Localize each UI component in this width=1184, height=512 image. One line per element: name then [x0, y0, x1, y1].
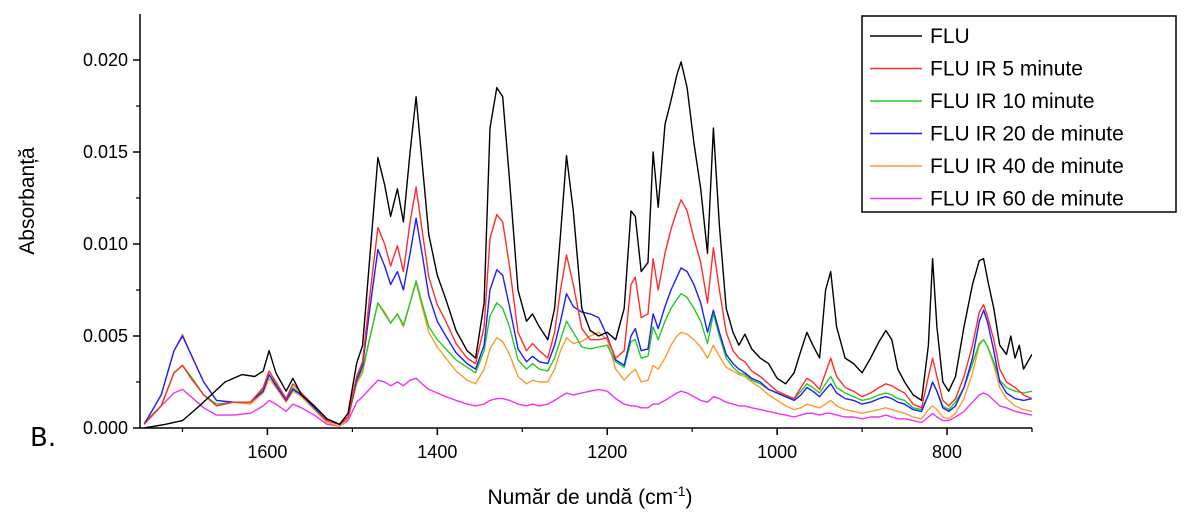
- series-line-4: [143, 281, 1032, 427]
- x-tick-label: 1400: [417, 442, 457, 462]
- y-tick-label: 0.015: [83, 142, 128, 162]
- axes-layer: [139, 14, 1032, 429]
- legend-label: FLU: [930, 25, 970, 48]
- series-layer: [143, 61, 1032, 428]
- y-axis-title: Absorbanță: [16, 147, 39, 255]
- x-axis-title-main: Număr de undă (cm: [487, 486, 673, 509]
- series-line-1: [143, 186, 1032, 425]
- legend-label: FLU IR 10 minute: [930, 90, 1095, 113]
- series-line-5: [143, 377, 1032, 427]
- x-axis-title-suffix: ): [686, 486, 693, 509]
- series-line-2: [143, 280, 1032, 425]
- panel-label: B.: [30, 423, 56, 453]
- legend-label: FLU IR 60 de minute: [930, 188, 1124, 211]
- x-axis-title: Număr de undă (cm-1): [487, 483, 692, 509]
- series-line-0: [144, 61, 1032, 428]
- legend-label: FLU IR 20 de minute: [930, 123, 1124, 146]
- x-tick-label: 1600: [247, 442, 287, 462]
- legend-label: FLU IR 40 de minute: [930, 155, 1124, 178]
- x-axis-title-sup: -1: [673, 483, 686, 499]
- y-tick-label: 0.020: [83, 50, 128, 70]
- y-tick-label: 0.005: [83, 326, 128, 346]
- ticks-layer: 1600 1400 1200 1000 800 0.000 0.005 0.010 0.015 0…: [83, 50, 1033, 462]
- legend-box: [861, 15, 1177, 213]
- x-tick-label: 1000: [757, 442, 797, 462]
- legend: FLU FLU IR 5 minute FLU IR 10 minute FLU IR…: [861, 15, 1177, 213]
- legend-label: FLU IR 5 minute: [930, 58, 1083, 81]
- x-tick-label: 1200: [587, 442, 627, 462]
- y-tick-label: 0.010: [83, 234, 128, 254]
- y-tick-label: 0.000: [83, 418, 128, 438]
- x-tick-label: 800: [932, 442, 962, 462]
- series-line-3: [143, 217, 1032, 425]
